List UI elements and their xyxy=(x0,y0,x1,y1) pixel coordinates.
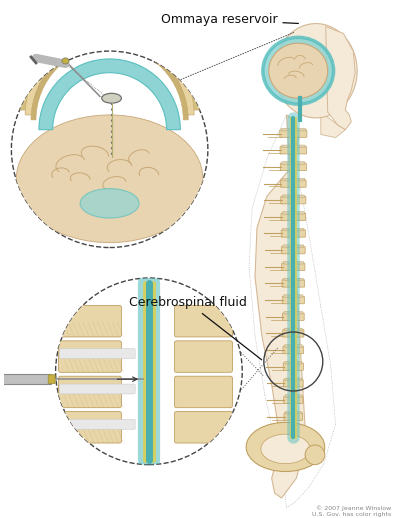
FancyBboxPatch shape xyxy=(58,306,122,337)
FancyBboxPatch shape xyxy=(282,162,305,164)
Circle shape xyxy=(11,51,208,248)
FancyBboxPatch shape xyxy=(283,245,304,248)
FancyBboxPatch shape xyxy=(174,412,232,443)
FancyBboxPatch shape xyxy=(280,163,306,170)
FancyBboxPatch shape xyxy=(284,278,303,281)
Text: Ommaya reservoir: Ommaya reservoir xyxy=(161,13,298,26)
Ellipse shape xyxy=(261,434,310,464)
FancyBboxPatch shape xyxy=(284,311,303,314)
FancyBboxPatch shape xyxy=(283,262,304,264)
FancyBboxPatch shape xyxy=(281,229,306,237)
FancyBboxPatch shape xyxy=(281,213,306,221)
FancyBboxPatch shape xyxy=(282,263,305,270)
FancyBboxPatch shape xyxy=(285,395,302,397)
Wedge shape xyxy=(6,0,213,102)
FancyBboxPatch shape xyxy=(284,345,302,348)
Wedge shape xyxy=(19,20,200,110)
FancyBboxPatch shape xyxy=(284,295,303,297)
FancyBboxPatch shape xyxy=(174,306,232,337)
FancyBboxPatch shape xyxy=(284,396,303,404)
Circle shape xyxy=(56,278,242,465)
FancyBboxPatch shape xyxy=(281,128,306,131)
FancyBboxPatch shape xyxy=(282,212,304,214)
FancyBboxPatch shape xyxy=(174,376,232,408)
Ellipse shape xyxy=(275,24,357,118)
FancyBboxPatch shape xyxy=(284,413,303,420)
FancyBboxPatch shape xyxy=(58,341,122,372)
Polygon shape xyxy=(0,375,51,384)
FancyBboxPatch shape xyxy=(282,195,304,197)
FancyBboxPatch shape xyxy=(283,329,304,337)
FancyBboxPatch shape xyxy=(60,384,135,394)
FancyBboxPatch shape xyxy=(283,346,304,354)
FancyBboxPatch shape xyxy=(280,147,307,154)
FancyBboxPatch shape xyxy=(282,178,305,181)
FancyBboxPatch shape xyxy=(282,247,305,254)
FancyBboxPatch shape xyxy=(283,363,304,370)
FancyBboxPatch shape xyxy=(284,380,303,387)
Ellipse shape xyxy=(246,422,325,471)
Ellipse shape xyxy=(62,58,69,64)
Ellipse shape xyxy=(305,445,325,465)
FancyBboxPatch shape xyxy=(58,412,122,443)
FancyBboxPatch shape xyxy=(280,130,307,137)
FancyBboxPatch shape xyxy=(174,341,232,372)
Wedge shape xyxy=(39,59,180,130)
Text: © 2007 Jeanne Winslow
U.S. Gov. has color rights: © 2007 Jeanne Winslow U.S. Gov. has colo… xyxy=(312,505,392,517)
FancyBboxPatch shape xyxy=(48,375,55,384)
FancyBboxPatch shape xyxy=(282,313,304,321)
FancyBboxPatch shape xyxy=(284,328,302,330)
FancyBboxPatch shape xyxy=(282,145,305,148)
Ellipse shape xyxy=(269,43,328,98)
Wedge shape xyxy=(25,31,194,115)
FancyBboxPatch shape xyxy=(286,411,301,414)
Text: Cerebrospinal fluid: Cerebrospinal fluid xyxy=(129,296,262,360)
FancyBboxPatch shape xyxy=(283,228,304,231)
FancyBboxPatch shape xyxy=(280,180,306,188)
FancyBboxPatch shape xyxy=(285,362,302,364)
Polygon shape xyxy=(255,115,306,498)
FancyBboxPatch shape xyxy=(285,378,302,381)
Ellipse shape xyxy=(102,93,122,103)
FancyBboxPatch shape xyxy=(60,349,135,358)
Polygon shape xyxy=(326,26,355,130)
Ellipse shape xyxy=(263,37,334,104)
FancyBboxPatch shape xyxy=(282,296,304,304)
FancyBboxPatch shape xyxy=(282,280,305,287)
Polygon shape xyxy=(321,112,345,137)
FancyBboxPatch shape xyxy=(58,376,122,408)
Ellipse shape xyxy=(16,115,203,242)
FancyBboxPatch shape xyxy=(281,196,306,204)
FancyBboxPatch shape xyxy=(60,420,135,429)
Ellipse shape xyxy=(80,189,139,218)
Wedge shape xyxy=(31,41,188,120)
